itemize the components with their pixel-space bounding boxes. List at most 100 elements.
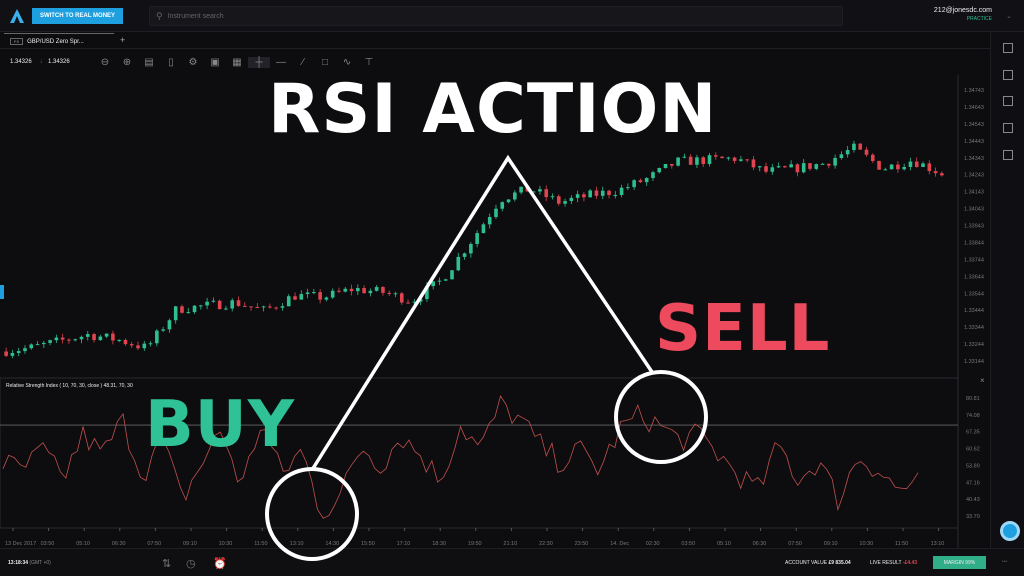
watchlist-icon[interactable] [1003,43,1013,53]
search-icon: ⚲ [156,10,163,21]
candle-body [117,339,121,341]
fibonacci-icon[interactable]: ⊤ [364,56,374,68]
clock: 13:18:34 (GMT +0) [8,560,51,566]
time-tick-label: 05:10 [76,541,90,547]
candle-body [801,163,806,173]
add-tab-button[interactable]: + [120,35,126,45]
mail-icon[interactable] [1003,150,1013,160]
candle-body [921,163,925,167]
candle-body [519,186,523,193]
candle-body [431,281,435,287]
price-tick-label: 1.33144 [964,359,984,365]
candle-body [550,196,555,198]
candle-body [42,342,46,345]
candle-body [242,305,247,307]
rsi-tick-label: 67.35 [966,430,980,436]
clock-time: 13:18:34 [8,560,29,566]
candle-body [312,292,316,294]
time-tick-label: 19:50 [468,541,482,547]
candle-body [663,163,668,169]
candle-body [808,163,812,169]
candle-body [462,253,467,257]
candle-body [619,187,624,196]
user-account[interactable]: 212@jonesdc.com PRACTICE [934,7,992,22]
candle-body [211,300,216,302]
candle-body [745,159,749,161]
candle-body [437,280,442,282]
time-tick-label: 07:50 [788,541,802,547]
orders-icon[interactable] [1003,96,1013,106]
sort-icon[interactable]: ⇅ [162,558,172,570]
candle-body [381,286,385,293]
calendar-icon[interactable]: ▣ [210,56,220,68]
chart-type-icon[interactable]: ▯ [168,56,174,68]
trend-line-icon[interactable]: ∕ [302,56,304,68]
instrument-search-input[interactable]: ⚲ Instrument search [149,6,843,26]
switch-to-real-money-button[interactable]: SWITCH TO REAL MONEY [32,8,123,24]
candle-body [600,190,605,196]
horizontal-line-icon[interactable]: — [276,56,286,68]
time-tick-label: 07:50 [147,541,161,547]
candle-body [739,159,743,161]
candle-body [676,157,680,166]
time-tick-label: 09:10 [824,541,838,547]
candle-body [293,296,297,300]
candle-body [638,180,643,183]
time-tick-label: 13:10 [931,541,945,547]
candle-body [814,164,819,169]
candle-body [224,308,228,310]
candle-body [443,279,448,281]
margin-button[interactable]: MARGIN 99% [933,556,986,569]
candle-body [186,312,191,314]
candle-body [770,167,775,172]
candle-body [205,301,209,306]
more-icon[interactable]: ••• [1002,559,1008,565]
rsi-line [2,395,919,519]
candle-body [73,339,78,341]
live-result-amount: -£4.43 [902,560,918,566]
timeframe-icon[interactable]: ▤ [144,56,154,68]
chevron-down-icon[interactable]: ⌄ [1006,13,1012,20]
zoom-in-icon[interactable]: ⊕ [122,56,132,68]
fx-badge: FX [10,38,24,45]
calendar-icon[interactable] [1003,123,1013,133]
clock-icon[interactable]: ◷ [186,558,196,570]
time-tick-label: 05:10 [717,541,731,547]
crosshair-icon[interactable]: ┼ [248,56,270,68]
price-tick-label: 1.34043 [964,207,984,213]
candle-body [827,163,831,166]
live-result-label: LIVE RESULT [870,560,902,566]
candle-body [4,351,8,356]
time-tick-label: 17:10 [397,541,411,547]
indicator-icon[interactable]: ▦ [232,56,242,68]
tab-gbpusd[interactable]: FX GBP/USD Zero Spr... [4,33,114,49]
candle-body [889,164,894,170]
candle-body [475,233,479,244]
candle-body [688,156,693,165]
price-tick-label: 1.33943 [964,224,984,230]
time-tick-label: 13:10 [290,541,304,547]
candle-body [299,294,304,300]
candle-body [864,149,869,155]
candle-body [632,180,636,188]
time-tick-label: 06:30 [112,541,126,547]
candle-body [324,297,329,300]
candle-body [236,300,241,306]
candle-body [111,333,115,341]
panel-handle[interactable] [0,285,4,299]
candle-body [136,345,140,349]
tab-label: GBP/USD Zero Spr... [27,38,84,45]
candle-body [393,293,398,295]
alarm-icon[interactable]: ⏰ [213,558,227,570]
price-tick-label: 1.34143 [964,190,984,196]
chat-button[interactable] [1000,521,1020,541]
rectangle-icon[interactable]: □ [321,56,329,68]
positions-icon[interactable] [1003,70,1013,80]
zoom-out-icon[interactable]: ⊖ [100,56,110,68]
close-icon[interactable]: × [980,376,985,385]
account-value: ACCOUNT VALUE £9 835.04 [785,560,851,566]
time-tick-label: 23:50 [575,541,589,547]
gear-icon[interactable]: ⚙ [188,56,198,68]
wave-icon[interactable]: ∿ [342,56,352,68]
rsi-tick-label: 60.62 [966,447,980,453]
